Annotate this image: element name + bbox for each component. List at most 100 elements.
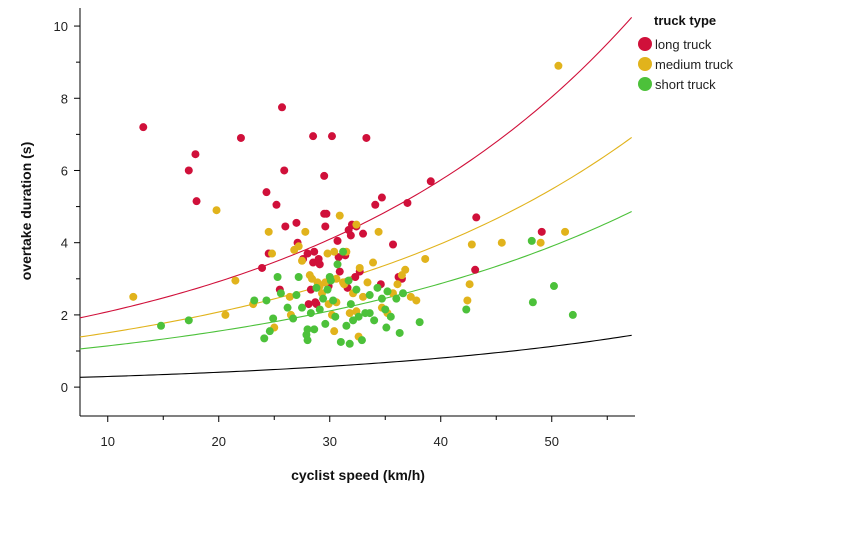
point-long-truck (236, 133, 245, 142)
point-short-truck (319, 294, 328, 303)
legend: truck type long truck medium truck short t… (638, 13, 734, 92)
fit-line-baseline (79, 334, 632, 378)
point-long-truck (191, 150, 200, 159)
point-short-truck (373, 283, 382, 292)
point-medium-truck (268, 249, 277, 258)
point-long-truck (335, 267, 344, 276)
legend-label-long-truck: long truck (655, 37, 712, 52)
x-tick-label: 40 (434, 434, 448, 449)
legend-marker-long-truck (638, 37, 652, 51)
fit-line-long-truck (79, 16, 633, 319)
point-short-truck (303, 336, 312, 345)
point-short-truck (336, 337, 345, 346)
point-medium-truck (467, 240, 476, 249)
point-short-truck (381, 305, 390, 314)
point-medium-truck (323, 249, 332, 258)
point-short-truck (365, 309, 374, 318)
point-short-truck (527, 236, 536, 245)
fit-line-medium-truck (79, 136, 632, 338)
point-medium-truck (345, 309, 354, 318)
point-short-truck (289, 314, 298, 323)
legend-label-medium-truck: medium truck (655, 57, 734, 72)
y-axis-ticks: 0 2 4 6 8 10 (54, 19, 80, 395)
point-short-truck (331, 312, 340, 321)
point-short-truck (354, 312, 363, 321)
y-tick-label: 8 (61, 91, 68, 106)
point-short-truck (345, 339, 354, 348)
point-long-truck (327, 132, 336, 141)
point-short-truck (294, 272, 303, 281)
point-long-truck (362, 133, 371, 142)
point-medium-truck (335, 211, 344, 220)
legend-label-short-truck: short truck (655, 77, 716, 92)
point-short-truck (310, 325, 319, 334)
point-medium-truck (264, 227, 273, 236)
x-tick-label: 20 (212, 434, 226, 449)
y-tick-label: 4 (61, 236, 68, 251)
legend-marker-short-truck (638, 77, 652, 91)
point-long-truck (184, 166, 193, 175)
point-long-truck (377, 193, 386, 202)
point-short-truck (342, 321, 351, 330)
point-long-truck (389, 240, 398, 249)
x-axis-title: cyclist speed (km/h) (291, 467, 425, 483)
fit-line-short-truck (79, 211, 632, 350)
point-short-truck (339, 247, 348, 256)
point-short-truck (260, 334, 269, 343)
point-long-truck (333, 236, 342, 245)
point-short-truck (306, 309, 315, 318)
point-medium-truck (374, 227, 383, 236)
point-short-truck (395, 328, 404, 337)
point-long-truck (471, 265, 480, 274)
point-long-truck (315, 260, 324, 269)
point-short-truck (262, 296, 271, 305)
point-short-truck (326, 276, 335, 285)
point-long-truck (426, 177, 435, 186)
y-tick-label: 0 (61, 380, 68, 395)
point-long-truck (351, 272, 360, 281)
point-short-truck (333, 260, 342, 269)
point-short-truck (346, 300, 355, 309)
point-long-truck (262, 188, 271, 197)
point-long-truck (292, 218, 301, 227)
point-medium-truck (301, 227, 310, 236)
point-short-truck (382, 323, 391, 332)
point-short-truck (344, 276, 353, 285)
point-medium-truck (231, 276, 240, 285)
point-medium-truck (463, 296, 472, 305)
point-medium-truck (421, 254, 430, 263)
point-medium-truck (352, 220, 361, 229)
point-short-truck (269, 314, 278, 323)
point-short-truck (323, 285, 332, 294)
y-tick-label: 6 (61, 163, 68, 178)
point-medium-truck (294, 242, 303, 251)
point-long-truck (322, 209, 331, 218)
point-short-truck (462, 305, 471, 314)
point-long-truck (537, 227, 546, 236)
point-medium-truck (497, 238, 506, 247)
point-short-truck (549, 282, 558, 291)
point-medium-truck (536, 238, 545, 247)
point-medium-truck (330, 327, 339, 336)
point-medium-truck (465, 280, 474, 289)
point-short-truck (283, 303, 292, 312)
point-short-truck (399, 289, 408, 298)
x-tick-label: 30 (323, 434, 337, 449)
x-tick-label: 50 (545, 434, 559, 449)
point-short-truck (329, 296, 338, 305)
point-long-truck (320, 171, 329, 180)
legend-title: truck type (654, 13, 716, 28)
point-short-truck (312, 283, 321, 292)
point-short-truck (377, 294, 386, 303)
point-short-truck (303, 325, 312, 334)
point-short-truck (386, 312, 395, 321)
point-short-truck (321, 319, 330, 328)
point-medium-truck (330, 247, 339, 256)
point-long-truck (472, 213, 481, 222)
point-short-truck (292, 291, 301, 300)
point-long-truck (371, 200, 380, 209)
point-short-truck (315, 305, 324, 314)
point-medium-truck (359, 292, 368, 301)
point-short-truck (357, 336, 366, 345)
point-short-truck (298, 303, 306, 312)
